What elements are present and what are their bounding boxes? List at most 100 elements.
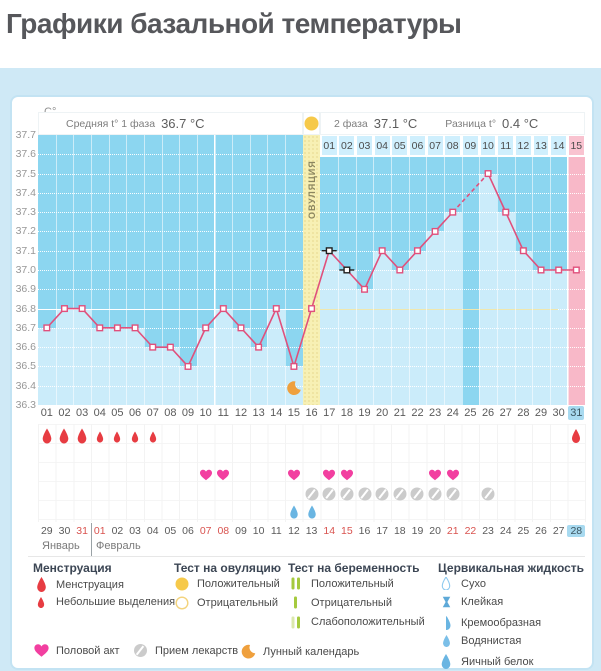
date-cell[interactable]: 10 — [252, 525, 265, 537]
day-number-cell[interactable]: 25 — [461, 407, 479, 419]
date-cell[interactable]: 30 — [58, 525, 71, 537]
phase2-day-cell[interactable]: 14 — [550, 135, 568, 156]
date-cell[interactable]: 19 — [411, 525, 424, 537]
temperature-marker[interactable] — [78, 305, 86, 313]
day-number-cell[interactable]: 02 — [55, 407, 73, 419]
date-cell[interactable]: 27 — [552, 525, 565, 537]
day-number-cell[interactable]: 11 — [214, 407, 232, 419]
temperature-marker[interactable] — [255, 343, 263, 351]
temperature-marker[interactable] — [537, 266, 545, 274]
day-number-cell[interactable]: 06 — [126, 407, 144, 419]
phase2-day-cell[interactable]: 10 — [479, 135, 497, 156]
day-number-cell[interactable]: 05 — [108, 407, 126, 419]
temperature-marker[interactable] — [184, 362, 192, 370]
temperature-marker[interactable] — [60, 305, 68, 313]
day-column[interactable] — [391, 157, 409, 270]
date-cell[interactable]: 26 — [535, 525, 547, 537]
day-number-cell[interactable]: 18 — [338, 407, 356, 419]
phase2-day-cell[interactable]: 13 — [532, 135, 550, 156]
day-column[interactable] — [55, 308, 74, 405]
day-column[interactable] — [38, 327, 56, 405]
day-number-cell[interactable]: 27 — [497, 407, 515, 419]
day-number-cell[interactable]: 10 — [197, 407, 215, 419]
day-column[interactable] — [338, 270, 356, 405]
date-cell[interactable]: 01 — [93, 525, 106, 537]
excluded-temperature-marker[interactable] — [325, 247, 333, 255]
day-column[interactable] — [355, 157, 374, 290]
date-cell[interactable]: 29 — [40, 525, 53, 537]
day-number-cell[interactable]: 12 — [232, 407, 250, 419]
day-column[interactable] — [391, 270, 409, 405]
date-cell[interactable]: 13 — [305, 525, 318, 537]
phase2-day-cell[interactable]: 08 — [444, 135, 462, 156]
temperature-marker[interactable] — [361, 285, 369, 293]
phase2-day-cell[interactable]: 01 — [320, 135, 338, 156]
phase2-day-cell[interactable]: 12 — [514, 135, 532, 156]
day-column[interactable] — [161, 135, 180, 348]
day-number-cell[interactable]: 21 — [391, 407, 409, 419]
phase2-day-cell[interactable]: 07 — [426, 135, 444, 156]
day-number-cell[interactable]: 07 — [144, 407, 162, 419]
day-column[interactable] — [567, 157, 586, 405]
day-column[interactable] — [55, 135, 74, 309]
day-column[interactable] — [479, 173, 497, 405]
day-number-cell[interactable]: 23 — [426, 407, 444, 419]
day-number-cell[interactable]: 20 — [373, 407, 391, 419]
date-cell[interactable]: 02 — [111, 525, 124, 537]
date-cell[interactable]: 18 — [393, 525, 406, 537]
phase2-day-cell[interactable]: 11 — [497, 135, 515, 156]
date-cell[interactable]: 08 — [217, 525, 230, 537]
phase2-day-cell[interactable]: 04 — [373, 135, 391, 156]
date-cell[interactable]: 07 — [199, 525, 212, 537]
date-cell[interactable]: 04 — [146, 525, 159, 537]
date-cell[interactable]: 15 — [341, 525, 353, 537]
day-number-cell[interactable]: 31 — [567, 406, 585, 420]
day-column[interactable] — [214, 135, 233, 309]
day-column[interactable] — [532, 157, 550, 270]
day-column[interactable] — [126, 327, 144, 405]
date-cell[interactable]: 16 — [358, 525, 371, 537]
day-number-cell[interactable]: 29 — [532, 407, 550, 419]
date-cell[interactable]: 14 — [323, 525, 336, 537]
day-column[interactable] — [73, 308, 91, 405]
temperature-marker[interactable] — [113, 324, 121, 332]
day-number-cell[interactable]: 01 — [38, 407, 56, 419]
day-column[interactable] — [143, 347, 162, 405]
day-number-cell[interactable]: 04 — [91, 407, 109, 419]
temperature-marker[interactable] — [449, 208, 457, 216]
day-number-cell[interactable]: 24 — [444, 407, 462, 419]
temperature-marker[interactable] — [202, 324, 210, 332]
temperature-marker[interactable] — [431, 227, 439, 235]
day-column[interactable] — [514, 157, 533, 251]
temperature-marker[interactable] — [166, 343, 174, 351]
temperature-marker[interactable] — [237, 324, 245, 332]
date-cell[interactable]: 11 — [270, 525, 282, 537]
day-number-cell[interactable]: 03 — [73, 407, 91, 419]
date-cell[interactable]: 03 — [129, 525, 141, 537]
phase2-day-cell[interactable]: 09 — [462, 135, 479, 156]
day-number-cell[interactable]: 15 — [285, 407, 303, 419]
day-number-cell[interactable]: 17 — [320, 407, 338, 419]
day-number-cell[interactable]: 19 — [356, 407, 374, 419]
day-column[interactable] — [143, 135, 162, 348]
day-column[interactable] — [496, 157, 515, 213]
day-column[interactable] — [443, 157, 462, 213]
day-column[interactable] — [338, 157, 356, 270]
day-number-cell[interactable]: 09 — [179, 407, 197, 419]
day-number-cell[interactable]: 13 — [250, 407, 268, 419]
day-column[interactable] — [461, 157, 480, 405]
day-number-cell[interactable]: 30 — [550, 407, 568, 419]
phase2-day-cell[interactable]: 03 — [356, 135, 373, 156]
date-cell[interactable]: 20 — [429, 525, 441, 537]
day-column[interactable] — [161, 347, 180, 405]
temperature-marker[interactable] — [272, 305, 280, 313]
day-column[interactable] — [549, 157, 568, 270]
temperature-marker[interactable] — [131, 324, 139, 332]
day-column[interactable] — [267, 308, 286, 405]
temperature-marker[interactable] — [572, 266, 580, 274]
date-cell[interactable]: 31 — [76, 525, 88, 537]
temperature-marker[interactable] — [43, 324, 51, 332]
date-cell[interactable]: 05 — [164, 525, 177, 537]
day-column[interactable] — [249, 347, 268, 405]
date-cell[interactable]: 17 — [376, 525, 389, 537]
